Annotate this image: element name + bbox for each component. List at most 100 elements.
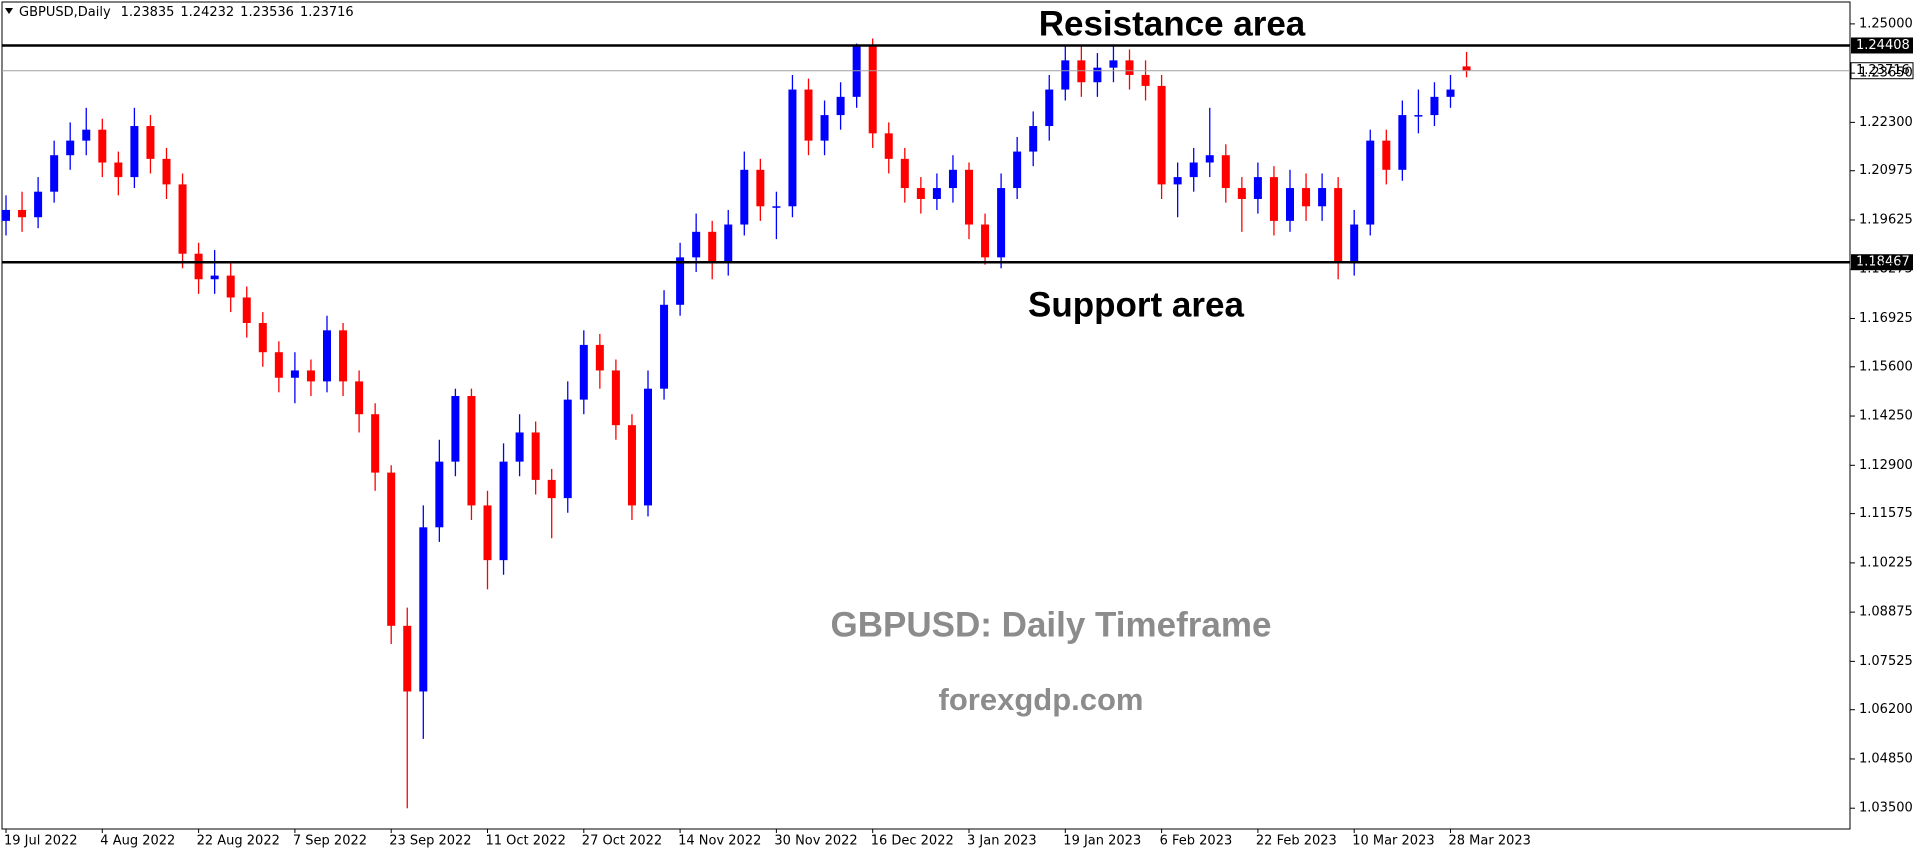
candle-body — [34, 191, 43, 218]
x-tick-label: 10 Mar 2023 — [1352, 834, 1434, 849]
candle-body — [1302, 188, 1311, 207]
candle-body — [451, 395, 460, 462]
candle-body — [210, 275, 219, 280]
candle-body — [531, 432, 540, 480]
candle-body — [1125, 60, 1134, 75]
y-tick-label: 1.25000 — [1859, 16, 1913, 31]
candle-body — [708, 231, 717, 262]
y-tick-label: 1.23650 — [1859, 66, 1913, 81]
candle-body — [595, 344, 604, 371]
candle-body — [932, 188, 941, 199]
x-tick-label: 22 Feb 2023 — [1256, 834, 1337, 849]
candle-body — [1269, 177, 1278, 221]
level-name: Support area — [1028, 285, 1244, 324]
candle-body — [339, 330, 348, 382]
candle-body — [868, 45, 877, 134]
candle-body — [1189, 162, 1198, 178]
x-tick-label: 16 Dec 2022 — [871, 834, 954, 849]
candle-body — [1318, 188, 1327, 207]
header-close: 1.23716 — [300, 5, 354, 20]
level-price-label: 1.18467 — [1856, 255, 1910, 270]
x-tick-label: 7 Sep 2022 — [293, 834, 367, 849]
candle-body — [1061, 60, 1070, 90]
candle-body — [660, 304, 669, 389]
candle-body — [820, 115, 829, 141]
x-tick-label: 28 Mar 2023 — [1449, 834, 1531, 849]
candle-body — [419, 527, 428, 692]
symbol-title: GBPUSD,Daily — [19, 5, 111, 20]
x-tick-label: 23 Sep 2022 — [389, 834, 471, 849]
candle-body — [499, 461, 508, 561]
candle-body — [2, 209, 10, 221]
x-tick-label: 30 Nov 2022 — [774, 834, 857, 849]
candle-body — [194, 253, 203, 280]
candle-body — [467, 395, 476, 506]
candle-body — [290, 370, 299, 378]
candle-body — [1109, 60, 1118, 68]
candle-body — [740, 169, 749, 225]
overlay: 1.23716 1.24408 Resistance area 1.18467 Supp… — [2, 5, 1914, 324]
y-tick-label: 1.11575 — [1859, 506, 1913, 521]
candle-body — [852, 45, 861, 97]
candle-body — [1286, 188, 1294, 221]
candle-body — [1205, 155, 1214, 163]
candle-body — [836, 96, 845, 116]
candle-body — [178, 184, 187, 254]
header-open: 1.23835 — [121, 5, 175, 20]
watermark-title: GBPUSD: Daily Timeframe — [831, 605, 1272, 644]
x-tick-label: 19 Jul 2022 — [4, 834, 78, 849]
candle-body — [1253, 177, 1262, 199]
x-tick-label: 11 Oct 2022 — [486, 834, 566, 849]
x-tick-label: 19 Jan 2023 — [1063, 834, 1141, 849]
candle-body — [323, 330, 331, 382]
candle-body — [1141, 74, 1150, 86]
y-tick-label: 1.03500 — [1859, 801, 1913, 816]
candle-body — [724, 224, 733, 262]
candle-body — [676, 257, 685, 305]
candle-body — [563, 399, 572, 499]
candle-body — [258, 323, 267, 353]
candle-body — [483, 505, 492, 561]
candle-body — [900, 158, 909, 189]
candle-body — [547, 479, 556, 499]
candle-body — [226, 275, 235, 298]
candle-body — [1462, 66, 1471, 71]
candle-body — [1093, 67, 1102, 83]
menu-triangle — [5, 8, 13, 14]
candle-body — [1350, 224, 1359, 262]
candle-body — [1430, 96, 1439, 116]
plot-frame — [1, 1, 1851, 830]
x-tick-label: 22 Aug 2022 — [197, 834, 280, 849]
candle-body — [1157, 85, 1166, 185]
candle-body — [1382, 140, 1391, 170]
header: GBPUSD,Daily 1.23835 1.24232 1.23536 1.23716 — [19, 5, 354, 20]
candle-body — [371, 414, 380, 473]
candle-body — [355, 381, 364, 415]
candle-body — [274, 352, 283, 378]
y-tick-label: 1.07525 — [1859, 654, 1913, 669]
candle-body — [82, 129, 91, 141]
candle-body — [1045, 89, 1054, 127]
candle-body — [66, 140, 75, 156]
candle-body — [1398, 115, 1407, 170]
candle-body — [515, 432, 524, 462]
candle-body — [1334, 188, 1343, 262]
y-tick-label: 1.16925 — [1859, 311, 1913, 326]
candle-body — [114, 162, 123, 178]
y-tick-label: 1.06200 — [1859, 702, 1913, 717]
candle-body — [1013, 151, 1022, 189]
x-tick-label: 27 Oct 2022 — [582, 834, 662, 849]
header-low: 1.23536 — [240, 5, 294, 20]
candle-body — [1366, 140, 1375, 225]
y-tick-label: 1.14250 — [1859, 409, 1913, 424]
y-tick-label: 1.08875 — [1859, 605, 1913, 620]
candle-body — [98, 129, 107, 163]
y-tick-label: 1.22300 — [1859, 115, 1913, 130]
candle-body — [306, 370, 315, 382]
candle-body — [884, 133, 893, 159]
candle-body — [162, 158, 171, 185]
y-tick-label: 1.10225 — [1859, 555, 1913, 570]
candle-body — [644, 388, 652, 506]
